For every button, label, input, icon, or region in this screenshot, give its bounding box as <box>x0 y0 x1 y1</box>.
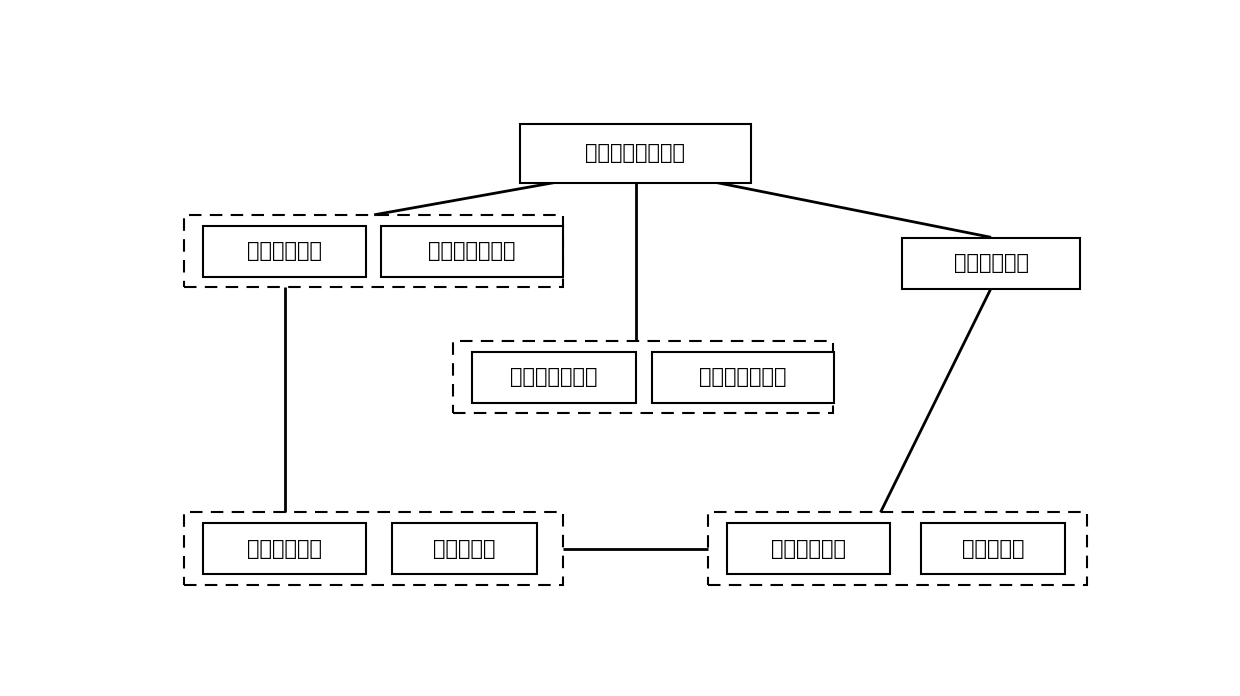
Text: 定位子系统: 定位子系统 <box>433 539 496 559</box>
Text: 太赫兹子系统: 太赫兹子系统 <box>247 242 322 261</box>
Bar <box>184 512 563 585</box>
Bar <box>392 523 537 574</box>
Text: 红外标杆系统: 红外标杆系统 <box>954 253 1028 273</box>
Bar <box>472 351 635 403</box>
Bar <box>521 124 751 182</box>
Text: 车载磁动子系统: 车载磁动子系统 <box>510 367 598 387</box>
Bar <box>903 237 1080 289</box>
Bar <box>381 226 563 277</box>
Text: 磁脉冲子系统: 磁脉冲子系统 <box>771 539 846 559</box>
Text: 泄露电缆子系统: 泄露电缆子系统 <box>428 242 516 261</box>
Text: 超长波子系统: 超长波子系统 <box>247 539 322 559</box>
Bar <box>652 351 835 403</box>
Bar <box>453 341 832 413</box>
Bar <box>708 512 1087 585</box>
Bar <box>727 523 890 574</box>
Bar <box>203 226 367 277</box>
Text: 电力载波子系统: 电力载波子系统 <box>699 367 787 387</box>
Bar <box>184 215 563 287</box>
Bar <box>203 523 367 574</box>
Bar <box>921 523 1065 574</box>
Text: 光缆子系统: 光缆子系统 <box>962 539 1024 559</box>
Text: 地面中心计算系统: 地面中心计算系统 <box>585 143 686 163</box>
